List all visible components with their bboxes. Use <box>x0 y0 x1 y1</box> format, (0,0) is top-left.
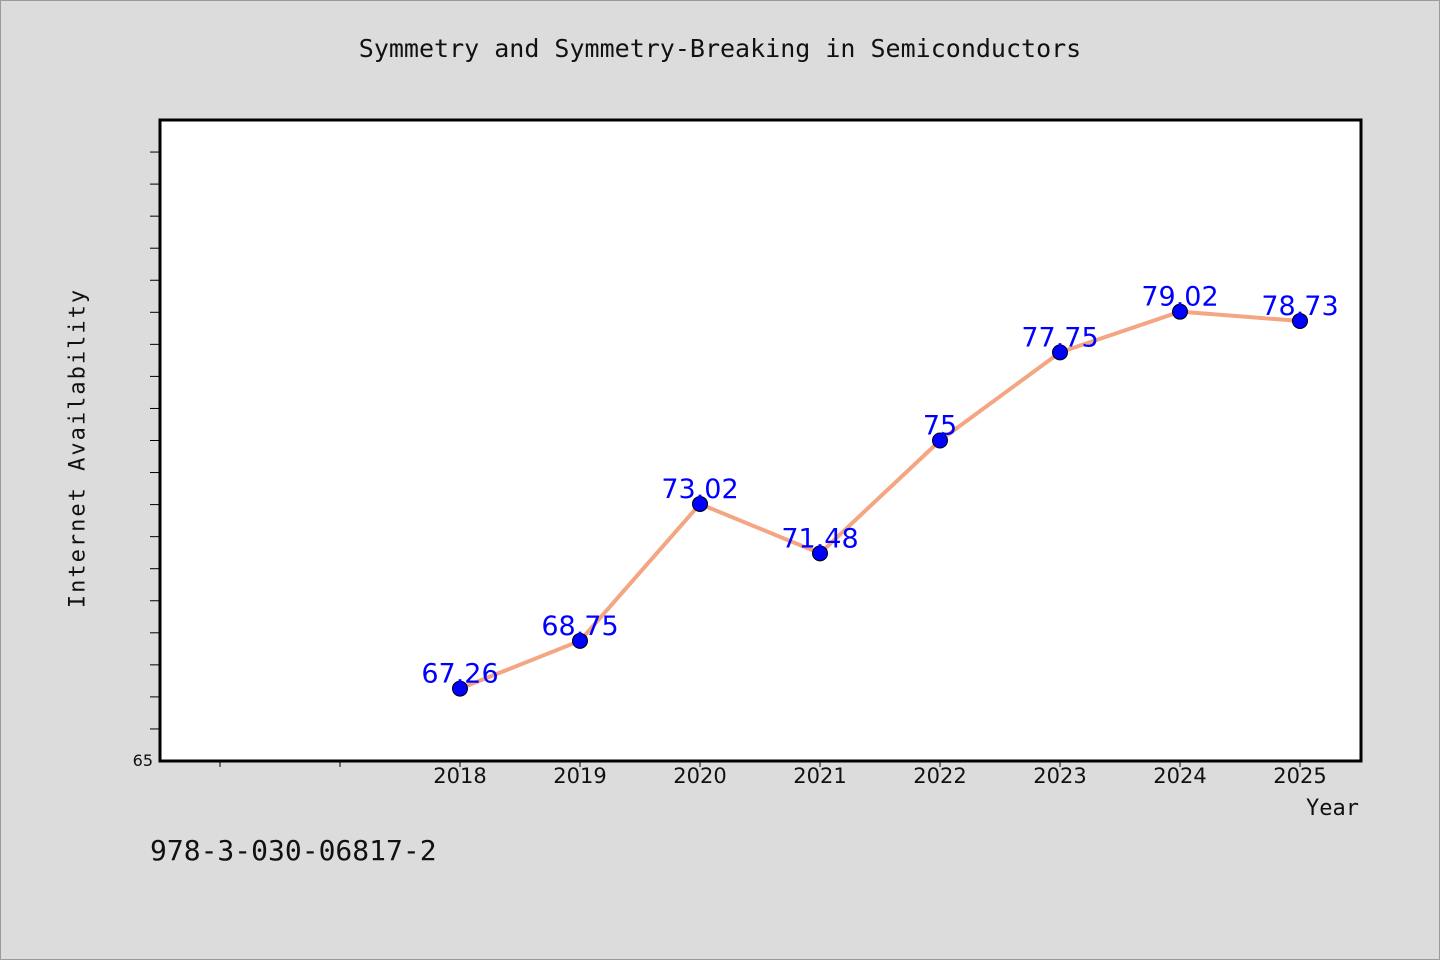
x-tick-labels: 2018 2019 2020 2021 2022 2023 2024 2025 <box>433 764 1326 788</box>
data-labels: 67.26 68.75 73.02 71.48 75 77.75 79.02 78.73 <box>421 282 1338 690</box>
data-label: 68.75 <box>541 611 618 642</box>
data-point <box>692 495 708 512</box>
data-point <box>1292 312 1308 329</box>
data-label: 77.75 <box>1021 322 1098 353</box>
y-tick-label: 65 <box>133 751 153 770</box>
data-label: 71.48 <box>781 523 858 554</box>
data-label: 75 <box>923 411 957 442</box>
series-markers <box>452 303 1308 697</box>
plot-area <box>158 118 1363 763</box>
data-point <box>1052 344 1068 361</box>
data-label: 67.26 <box>421 659 498 690</box>
x-tick-label: 2019 <box>553 764 606 788</box>
x-tick-label: 2025 <box>1273 764 1326 788</box>
data-label: 73.02 <box>661 474 738 505</box>
y-axis-label: Internet Availability <box>65 287 91 609</box>
data-label: 79.02 <box>1141 282 1218 313</box>
x-tick-label: 2024 <box>1153 764 1206 788</box>
axis-ticks <box>150 151 1301 767</box>
x-tick-label: 2020 <box>673 764 726 788</box>
x-tick-label: 2021 <box>793 764 846 788</box>
x-tick-label: 2018 <box>433 764 486 788</box>
y-tick-labels: 65 <box>133 751 153 770</box>
x-tick-label: 2023 <box>1033 764 1086 788</box>
data-point <box>812 545 828 562</box>
data-point <box>1172 303 1188 320</box>
x-tick-label: 2022 <box>913 764 966 788</box>
data-label: 78.73 <box>1261 291 1338 322</box>
series-line <box>459 309 1301 691</box>
chart-title: Symmetry and Symmetry-Breaking in Semico… <box>358 34 1082 63</box>
x-axis-label: Year <box>1306 796 1359 821</box>
data-point <box>572 632 588 649</box>
data-point <box>452 680 468 697</box>
data-point <box>932 432 948 449</box>
isbn-text: 978-3-030-06817-2 <box>150 834 437 867</box>
